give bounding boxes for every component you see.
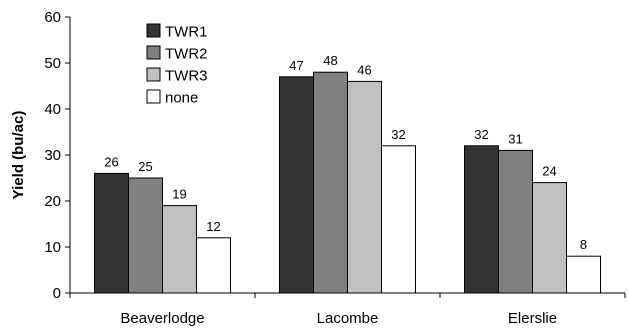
legend-label-twr2: TWR2 bbox=[165, 46, 208, 63]
y-tick-label: 0 bbox=[53, 285, 61, 302]
y-tick-label: 20 bbox=[44, 193, 61, 210]
data-label: 12 bbox=[206, 219, 220, 234]
bar-twr3-lacombe bbox=[347, 80, 382, 294]
data-label: 31 bbox=[508, 131, 522, 146]
legend-swatch-twr2 bbox=[146, 45, 161, 60]
bar-none-lacombe bbox=[381, 145, 416, 294]
data-label: 8 bbox=[580, 237, 587, 252]
bar-twr2-elerslie bbox=[498, 149, 533, 294]
data-label: 32 bbox=[391, 127, 405, 142]
data-label: 46 bbox=[357, 62, 371, 77]
category-label: Elerslie bbox=[508, 310, 557, 327]
bar-twr2-lacombe bbox=[313, 71, 348, 294]
legend-label-twr3: TWR3 bbox=[165, 68, 208, 85]
category-label: Beaverlodge bbox=[120, 310, 204, 327]
data-label: 25 bbox=[138, 159, 152, 174]
bar-twr2-beaverlodge bbox=[128, 177, 163, 294]
y-axis-title: Yield (bu/ac) bbox=[10, 111, 27, 200]
data-label: 19 bbox=[172, 187, 186, 202]
legend-label-twr1: TWR1 bbox=[165, 24, 208, 41]
data-label: 32 bbox=[474, 127, 488, 142]
legend-swatch-twr1 bbox=[146, 23, 161, 38]
legend: TWR1 TWR2 TWR3 none bbox=[146, 23, 208, 107]
legend-swatch-none bbox=[146, 89, 161, 104]
y-tick-label: 10 bbox=[44, 239, 61, 256]
y-tick-label: 50 bbox=[44, 55, 61, 72]
y-tick-label: 60 bbox=[44, 9, 61, 26]
data-label: 24 bbox=[542, 164, 556, 179]
bar-twr3-beaverlodge bbox=[162, 205, 197, 294]
legend-label-none: none bbox=[165, 90, 198, 107]
y-tick-label: 40 bbox=[44, 101, 61, 118]
bar-none-elerslie bbox=[566, 255, 601, 294]
plot-area: 0 10 20 30 40 50 60 26 25 19 12 Beaverlodge 47 48 46 32… bbox=[44, 9, 626, 327]
data-label: 26 bbox=[104, 154, 118, 169]
bar-twr1-elerslie bbox=[464, 145, 499, 294]
bar-none-beaverlodge bbox=[196, 237, 231, 294]
bar-twr1-beaverlodge bbox=[94, 172, 129, 294]
bar-twr3-elerslie bbox=[532, 182, 567, 294]
bar-twr1-lacombe bbox=[279, 76, 314, 294]
data-label: 47 bbox=[289, 58, 303, 73]
data-label: 48 bbox=[323, 53, 337, 68]
legend-swatch-twr3 bbox=[146, 67, 161, 82]
y-tick-label: 30 bbox=[44, 147, 61, 164]
category-label: Lacombe bbox=[317, 310, 379, 327]
